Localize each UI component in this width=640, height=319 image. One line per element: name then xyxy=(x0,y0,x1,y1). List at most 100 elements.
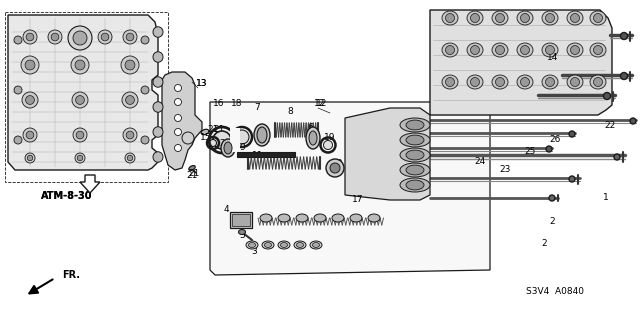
Ellipse shape xyxy=(332,214,344,222)
Ellipse shape xyxy=(368,214,380,222)
Ellipse shape xyxy=(570,78,579,86)
Ellipse shape xyxy=(492,11,508,25)
Ellipse shape xyxy=(593,46,602,55)
Ellipse shape xyxy=(121,56,139,74)
Ellipse shape xyxy=(593,78,602,86)
Ellipse shape xyxy=(26,131,34,139)
Text: 19: 19 xyxy=(324,133,336,143)
Ellipse shape xyxy=(73,128,87,142)
Ellipse shape xyxy=(312,242,319,248)
Ellipse shape xyxy=(467,43,483,57)
Text: 20: 20 xyxy=(220,139,230,149)
Text: 12: 12 xyxy=(314,99,326,108)
Ellipse shape xyxy=(175,99,182,106)
Ellipse shape xyxy=(257,127,267,143)
Ellipse shape xyxy=(567,11,583,25)
Ellipse shape xyxy=(126,33,134,41)
Ellipse shape xyxy=(406,120,424,130)
Ellipse shape xyxy=(495,46,504,55)
Text: 15: 15 xyxy=(200,133,212,143)
Ellipse shape xyxy=(14,136,22,144)
Ellipse shape xyxy=(470,46,479,55)
Ellipse shape xyxy=(175,115,182,122)
Ellipse shape xyxy=(309,131,317,145)
Ellipse shape xyxy=(442,75,458,89)
Ellipse shape xyxy=(467,11,483,25)
Ellipse shape xyxy=(14,86,22,94)
Ellipse shape xyxy=(68,26,92,50)
Text: 3: 3 xyxy=(251,247,257,256)
Ellipse shape xyxy=(590,75,606,89)
Ellipse shape xyxy=(72,92,88,108)
Ellipse shape xyxy=(153,52,163,62)
Ellipse shape xyxy=(593,13,602,23)
Ellipse shape xyxy=(77,155,83,161)
Text: 26: 26 xyxy=(549,136,561,145)
Ellipse shape xyxy=(400,163,430,177)
Ellipse shape xyxy=(492,43,508,57)
Polygon shape xyxy=(162,72,202,170)
Text: 23: 23 xyxy=(499,166,511,174)
Ellipse shape xyxy=(614,154,620,160)
Ellipse shape xyxy=(604,93,611,100)
Ellipse shape xyxy=(400,133,430,147)
Ellipse shape xyxy=(621,72,627,79)
Text: 17: 17 xyxy=(352,196,364,204)
Text: 7: 7 xyxy=(254,103,260,113)
Ellipse shape xyxy=(445,46,454,55)
Ellipse shape xyxy=(326,159,344,177)
Ellipse shape xyxy=(590,11,606,25)
Ellipse shape xyxy=(296,242,303,248)
Ellipse shape xyxy=(542,11,558,25)
Text: 18: 18 xyxy=(231,100,243,108)
Text: 8: 8 xyxy=(287,108,293,116)
Ellipse shape xyxy=(28,155,33,161)
Ellipse shape xyxy=(153,102,163,112)
Ellipse shape xyxy=(278,241,290,249)
Ellipse shape xyxy=(400,118,430,132)
Ellipse shape xyxy=(26,96,35,104)
Ellipse shape xyxy=(264,242,271,248)
Polygon shape xyxy=(345,108,430,200)
Ellipse shape xyxy=(517,43,533,57)
Ellipse shape xyxy=(567,43,583,57)
Ellipse shape xyxy=(545,78,554,86)
Ellipse shape xyxy=(442,11,458,25)
Bar xyxy=(230,212,252,228)
Ellipse shape xyxy=(75,153,85,163)
Text: 9: 9 xyxy=(239,144,245,152)
Text: 13: 13 xyxy=(196,79,208,88)
Ellipse shape xyxy=(201,129,209,135)
Ellipse shape xyxy=(520,13,529,23)
Ellipse shape xyxy=(51,33,59,41)
Ellipse shape xyxy=(189,166,195,170)
Ellipse shape xyxy=(262,241,274,249)
Text: 22: 22 xyxy=(604,122,616,130)
Ellipse shape xyxy=(153,127,163,137)
Ellipse shape xyxy=(570,46,579,55)
Ellipse shape xyxy=(400,148,430,162)
Text: 6: 6 xyxy=(307,123,313,132)
Ellipse shape xyxy=(125,153,135,163)
Ellipse shape xyxy=(14,36,22,44)
Ellipse shape xyxy=(330,163,340,173)
Ellipse shape xyxy=(123,30,137,44)
Text: FR.: FR. xyxy=(62,270,80,280)
Ellipse shape xyxy=(549,195,555,201)
Ellipse shape xyxy=(254,124,270,146)
Ellipse shape xyxy=(73,31,87,45)
Ellipse shape xyxy=(246,241,258,249)
Text: 11: 11 xyxy=(252,152,264,160)
Ellipse shape xyxy=(26,33,34,41)
Ellipse shape xyxy=(122,92,138,108)
Text: 21: 21 xyxy=(188,169,200,179)
Ellipse shape xyxy=(406,135,424,145)
Ellipse shape xyxy=(101,33,109,41)
Polygon shape xyxy=(80,175,100,193)
Ellipse shape xyxy=(495,78,504,86)
Ellipse shape xyxy=(442,43,458,57)
Ellipse shape xyxy=(406,150,424,160)
Text: ATM-8-30: ATM-8-30 xyxy=(41,191,93,201)
Text: 21: 21 xyxy=(207,125,219,135)
Ellipse shape xyxy=(445,13,454,23)
